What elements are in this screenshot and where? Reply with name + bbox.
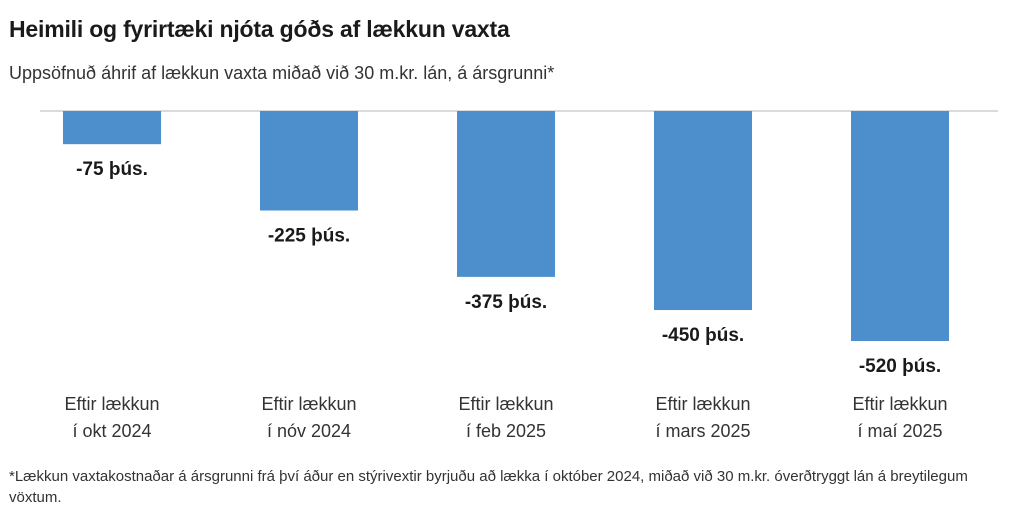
x-tick-label-3-line-1: Eftir lækkun [458, 394, 553, 414]
x-tick-label-1-line-1: Eftir lækkun [64, 394, 159, 414]
data-label-5: -520 þús. [859, 356, 941, 377]
chart-subtitle: Uppsöfnuð áhrif af lækkun vaxta miðað vi… [9, 63, 555, 83]
x-tick-label-3-line-2: í feb 2025 [466, 421, 546, 441]
bar-4 [654, 111, 752, 311]
chart-footnote: *Lækkun vaxtakostnaðar á ársgrunni frá þ… [9, 468, 968, 506]
data-label-4: -450 þús. [662, 325, 744, 346]
bar-5 [851, 111, 949, 341]
bar-2 [260, 111, 358, 211]
x-tick-label-2-line-2: í nóv 2024 [267, 421, 351, 441]
data-label-1: -75 þús. [76, 159, 148, 180]
bar-1 [63, 111, 161, 145]
x-tick-label-4-line-1: Eftir lækkun [655, 394, 750, 414]
x-tick-label-5-line-1: Eftir lækkun [852, 394, 947, 414]
x-tick-label-1-line-2: í okt 2024 [72, 421, 151, 441]
x-tick-label-4-line-2: í mars 2025 [655, 421, 750, 441]
x-tick-label-2-line-1: Eftir lækkun [261, 394, 356, 414]
x-tick-label-5-line-2: í maí 2025 [857, 421, 942, 441]
chart-title: Heimili og fyrirtæki njóta góðs af lækku… [9, 16, 510, 42]
bar-3 [457, 111, 555, 277]
data-label-2: -225 þús. [268, 226, 350, 247]
data-label-3: -375 þús. [465, 292, 547, 313]
